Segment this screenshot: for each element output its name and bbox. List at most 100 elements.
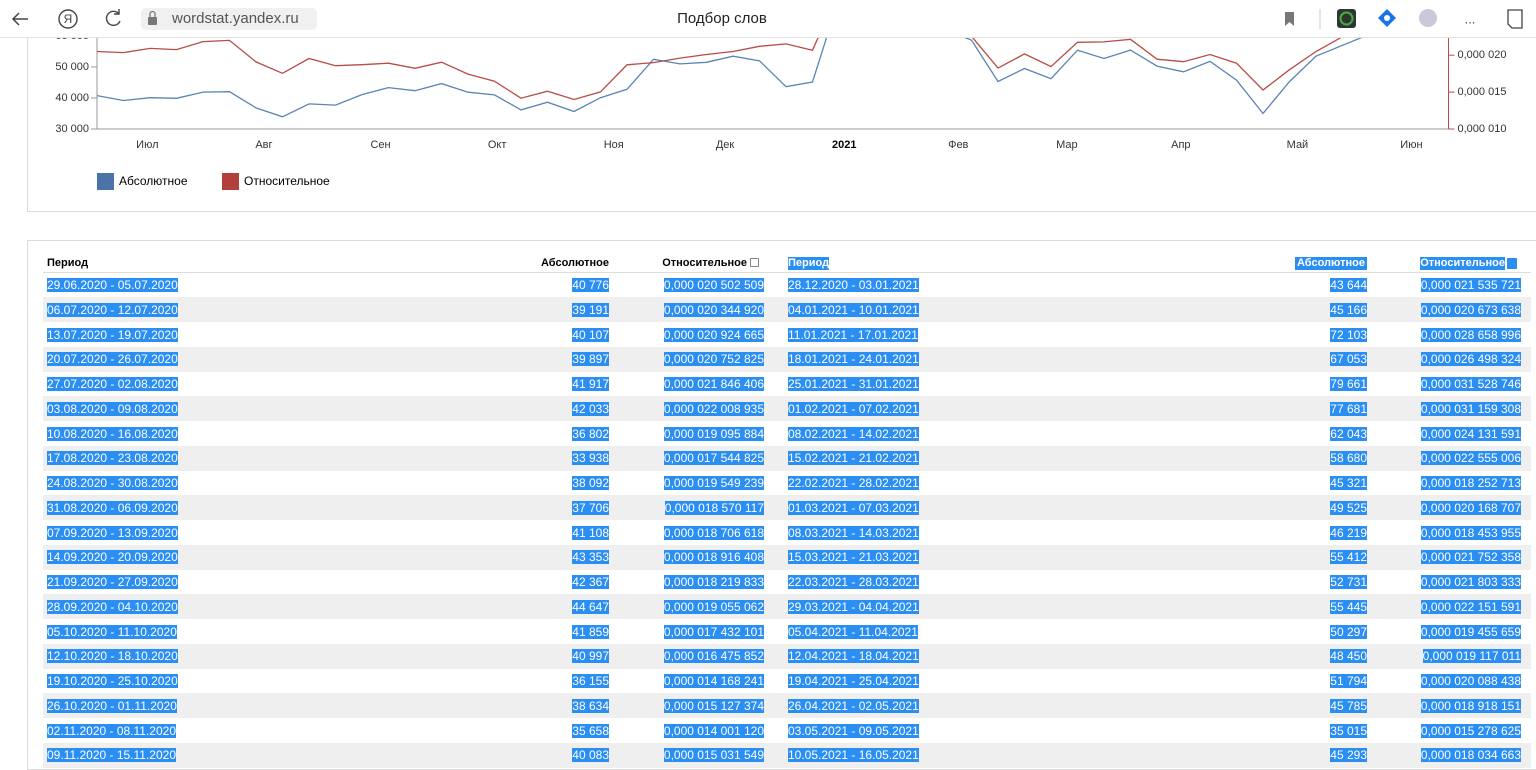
y-tick-label: 40 000	[55, 92, 89, 104]
table-cell: 38 092	[572, 476, 609, 490]
y2-tick-label: 0,000 020	[1458, 49, 1507, 61]
table-cell: 37 706	[572, 500, 609, 515]
table-cell: 0,000 020 502 509	[663, 278, 764, 292]
lock-icon	[148, 17, 157, 25]
back-button[interactable]	[11, 12, 28, 26]
extension-icon[interactable]	[1419, 9, 1437, 27]
table-cell: 0,000 020 344 920	[663, 302, 764, 317]
x-tick-label: Дек	[716, 139, 735, 151]
table-cell: 18.01.2021 - 24.01.2021	[788, 352, 919, 367]
table-cell: 0,000 019 055 062	[663, 599, 764, 614]
table-cell: 26.10.2020 - 01.11.2020	[47, 698, 177, 713]
browser-toolbar: Я wordstat.yandex.ru Подбор слов ...	[0, 0, 1536, 38]
selection-end	[1507, 258, 1517, 269]
menu-button[interactable]: ...	[1465, 11, 1476, 26]
table-cell: 27.07.2020 - 02.08.2020	[47, 377, 178, 391]
table-cell: 19.04.2021 - 25.04.2021	[788, 674, 919, 688]
table-cell: 03.05.2021 - 09.05.2021	[788, 723, 919, 738]
column-header: Абсолютное	[541, 257, 609, 269]
table-cell: 0,000 018 918 151	[1420, 698, 1521, 713]
table-cell: 02.11.2020 - 08.11.2020	[47, 723, 176, 738]
table-cell: 10.08.2020 - 16.08.2020	[47, 426, 178, 441]
table-cell: 0,000 020 088 438	[1420, 674, 1521, 688]
column-header: Относительное	[1420, 257, 1505, 270]
x-tick-label: 2021	[832, 139, 856, 151]
table-cell: 52 731	[1330, 575, 1367, 589]
table-cell: 05.10.2020 - 11.10.2020	[47, 624, 177, 639]
column-header: Период	[47, 257, 89, 269]
table-cell: 0,000 018 219 833	[663, 575, 764, 589]
table-cell: 10.05.2021 - 16.05.2021	[788, 748, 919, 763]
table-cell: 0,000 018 570 117	[664, 500, 764, 515]
table-cell: 45 785	[1330, 698, 1367, 713]
reload-button[interactable]	[105, 9, 121, 27]
x-tick-label: Ноя	[604, 139, 624, 151]
table-cell: 45 293	[1330, 748, 1367, 763]
page-title: Подбор слов	[677, 10, 767, 27]
row-background	[43, 594, 1531, 620]
table-cell: 39 191	[572, 302, 609, 317]
column-header: Абсолютное	[1295, 257, 1367, 270]
table-cell: 0,000 026 498 324	[1420, 352, 1521, 367]
lock-shackle	[149, 10, 156, 17]
x-tick-label: Май	[1287, 139, 1309, 151]
table-cell: 45 166	[1330, 302, 1367, 317]
y-tick-label: 30 000	[55, 123, 89, 135]
table-cell: 0,000 018 034 663	[1420, 748, 1521, 763]
table-cell: 15.03.2021 - 21.03.2021	[788, 550, 919, 565]
table-cell: 36 155	[572, 674, 609, 688]
table-cell: 0,000 028 658 996	[1420, 327, 1521, 342]
downloads-icon[interactable]	[1507, 9, 1523, 29]
table-cell: 42 367	[572, 575, 609, 589]
table-cell: 55 445	[1330, 599, 1367, 614]
table-cell: 0,000 022 008 935	[663, 401, 764, 416]
help-icon[interactable]	[750, 258, 759, 267]
table-cell: 43 644	[1330, 278, 1367, 292]
table-cell: 0,000 014 001 120	[663, 723, 764, 738]
legend-swatch	[97, 173, 114, 190]
table-cell: 13.07.2020 - 19.07.2020	[47, 327, 178, 342]
table-cell: 31.08.2020 - 06.09.2020	[47, 500, 178, 515]
table-cell: 77 681	[1330, 401, 1367, 416]
table-cell: 28.09.2020 - 04.10.2020	[47, 599, 178, 614]
yandex-logo[interactable]	[58, 9, 78, 29]
table-cell: 25.01.2021 - 31.01.2021	[788, 377, 919, 391]
row-background	[43, 445, 1531, 471]
table-cell: 09.11.2020 - 15.11.2020	[47, 748, 176, 763]
table-cell: 0,000 015 278 625	[1420, 723, 1521, 738]
url-text: wordstat.yandex.ru	[171, 10, 299, 27]
table-cell: 0,000 015 127 374	[663, 698, 764, 713]
table-cell: 38 634	[572, 698, 609, 713]
row-background	[43, 742, 1531, 768]
table-cell: 0,000 019 095 884	[663, 426, 764, 441]
table-cell: 40 083	[572, 748, 609, 763]
table-cell: 06.07.2020 - 12.07.2020	[47, 302, 178, 317]
extension-glyph	[1384, 15, 1390, 21]
table-cell: 48 450	[1330, 649, 1367, 664]
table-cell: 0,000 022 555 006	[1420, 451, 1521, 466]
column-header: Период	[788, 257, 830, 270]
table-cell: 0,000 020 752 825	[663, 352, 764, 367]
y2-tick-label: 0,000 010	[1458, 123, 1507, 135]
table-cell: 35 658	[572, 723, 609, 738]
x-tick-label: Сен	[370, 139, 390, 151]
table-cell: 15.02.2021 - 21.02.2021	[788, 451, 919, 466]
table-cell: 0,000 020 924 665	[663, 327, 764, 342]
table-cell: 21.09.2020 - 27.09.2020	[47, 575, 178, 589]
table-cell: 50 297	[1330, 624, 1367, 639]
table-cell: 51 794	[1330, 674, 1367, 688]
table-cell: 40 776	[572, 278, 609, 292]
y-tick-label: 50 000	[55, 61, 89, 73]
table-cell: 35 015	[1330, 723, 1367, 738]
table-cell: 0,000 019 455 659	[1420, 624, 1521, 639]
y2-tick-label: 0,000 015	[1458, 86, 1507, 98]
bookmark-icon[interactable]	[1285, 12, 1294, 26]
logo-text: Я	[64, 12, 73, 26]
table-cell: 0,000 021 846 406	[663, 377, 764, 391]
url-field[interactable]	[141, 8, 317, 30]
table-cell: 07.09.2020 - 13.09.2020	[47, 525, 178, 540]
table-cell: 22.03.2021 - 28.03.2021	[788, 575, 919, 589]
x-tick-label: Июн	[1400, 139, 1422, 151]
table-cell: 41 108	[572, 525, 609, 540]
